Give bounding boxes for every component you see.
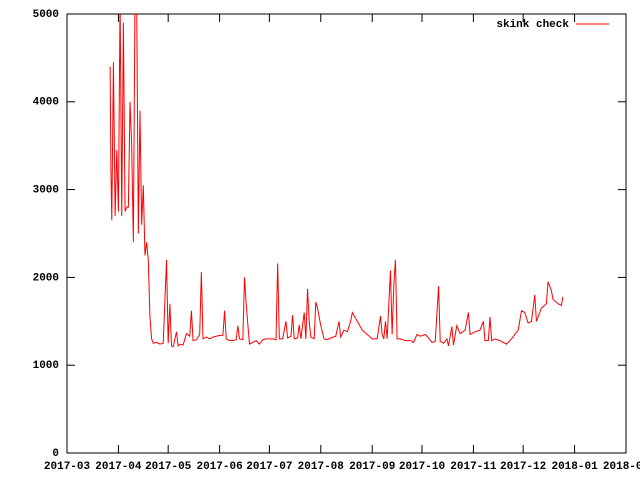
x-tick-label: 2017-07 xyxy=(246,461,292,473)
legend-label: skink check xyxy=(496,19,569,31)
y-tick-label: 3000 xyxy=(33,185,59,197)
y-tick-label: 5000 xyxy=(33,9,59,21)
x-tick-label: 2017-04 xyxy=(95,461,142,473)
plot-frame xyxy=(66,13,627,454)
y-tick-label: 4000 xyxy=(33,97,59,109)
x-tick-label: 2017-08 xyxy=(298,461,345,473)
y-tick-label: 0 xyxy=(52,448,59,460)
y-tick-label: 1000 xyxy=(33,360,59,372)
y-tick-label: 2000 xyxy=(33,272,59,284)
x-tick-label: 2017-03 xyxy=(44,461,91,473)
x-tick-label: 2018-02 xyxy=(603,461,640,473)
x-tick-label: 2017-05 xyxy=(145,461,192,473)
x-tick-label: 2017-12 xyxy=(500,461,546,473)
x-tick-label: 2017-10 xyxy=(399,461,445,473)
x-tick-label: 2017-09 xyxy=(349,461,395,473)
x-tick-label: 2017-06 xyxy=(196,461,242,473)
x-tick-label: 2018-01 xyxy=(551,461,598,473)
data-line xyxy=(109,14,564,348)
x-tick-label: 2017-11 xyxy=(450,461,497,473)
